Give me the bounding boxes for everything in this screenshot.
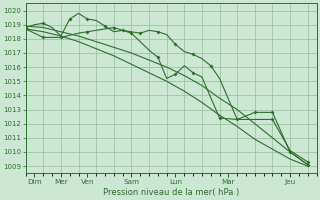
X-axis label: Pression niveau de la mer( hPa ): Pression niveau de la mer( hPa ) [103, 188, 239, 197]
